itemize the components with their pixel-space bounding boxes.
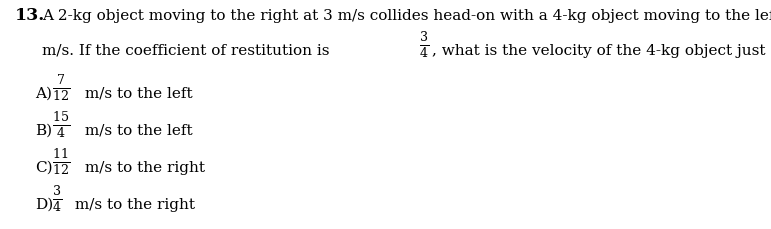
Text: m/s to the right: m/s to the right: [70, 197, 195, 211]
Text: m/s to the right: m/s to the right: [80, 160, 205, 174]
Text: $\frac{15}{4}$: $\frac{15}{4}$: [52, 110, 70, 139]
Text: $\frac{3}{4}$: $\frac{3}{4}$: [419, 30, 429, 60]
Text: $\frac{7}{12}$: $\frac{7}{12}$: [52, 73, 70, 102]
Text: $\frac{3}{4}$: $\frac{3}{4}$: [52, 183, 62, 213]
Text: $\frac{11}{12}$: $\frac{11}{12}$: [52, 147, 70, 176]
Text: D): D): [35, 197, 53, 211]
Text: m/s to the left: m/s to the left: [80, 87, 193, 101]
Text: A): A): [35, 87, 52, 101]
Text: B): B): [35, 123, 52, 137]
Text: C): C): [35, 160, 52, 174]
Text: A 2-kg object moving to the right at 3 m/s collides head-on with a 4-kg object m: A 2-kg object moving to the right at 3 m…: [42, 9, 771, 23]
Text: m/s. If the coefficient of restitution is: m/s. If the coefficient of restitution i…: [42, 44, 335, 58]
Text: m/s to the left: m/s to the left: [80, 123, 193, 137]
Text: 13.: 13.: [15, 7, 45, 24]
Text: , what is the velocity of the 4-kg object just after collision?: , what is the velocity of the 4-kg objec…: [433, 44, 771, 58]
